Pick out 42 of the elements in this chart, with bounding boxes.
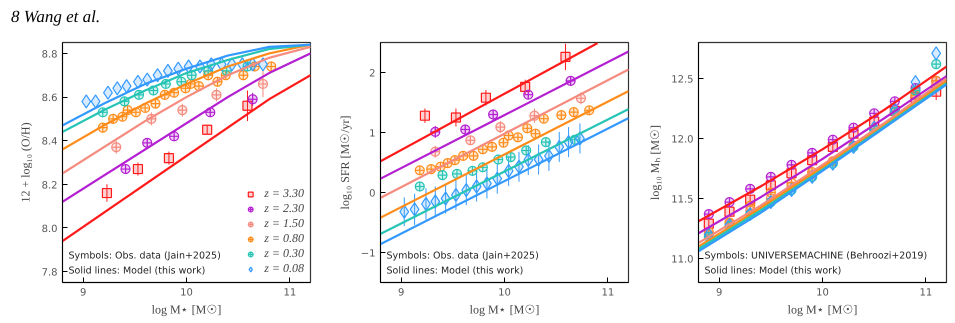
x-axis-title: log M⋆ [M☉]	[788, 302, 858, 316]
y-tick-label: 11.0	[671, 254, 694, 266]
legend-label: z = 0.80	[264, 231, 304, 246]
x-tick-label: 9	[398, 288, 404, 298]
y-tick-label: 8.0	[42, 224, 58, 235]
x-tick-label: 11	[919, 288, 932, 298]
x-tick-label: 10	[816, 288, 829, 298]
annotation: Symbols: Obs. data (Jain+2025)	[68, 250, 221, 262]
y-tick-label: 8.4	[42, 136, 58, 148]
x-tick-label: 11	[601, 288, 614, 298]
y-tick-label: 12.0	[671, 134, 694, 146]
x-axis-title: log M⋆ [M☉]	[470, 302, 540, 316]
legend-label: z = 3.30	[264, 186, 304, 201]
y-axis-title: log₁₀ SFR [M☉/yr]	[338, 115, 352, 210]
y-tick-label: 8.8	[42, 49, 58, 60]
legend-label: z = 0.30	[264, 246, 304, 261]
annotation: Symbols: Obs. data (Jain+2025)	[386, 250, 539, 262]
legend-label: z = 2.30	[264, 201, 304, 216]
y-tick-label: −1	[360, 248, 376, 260]
y-tick-label: 7.8	[42, 268, 58, 279]
annotation: Solid lines: Model (this work)	[704, 266, 842, 276]
y-axis-title: log₁₀ Mₕ [M☉]	[648, 124, 662, 200]
y-tick-label: 1	[369, 128, 376, 140]
x-tick-label: 9	[716, 288, 722, 298]
y-tick-label: 11.5	[671, 194, 694, 206]
y-tick-label: 2	[369, 68, 376, 80]
annotation: Solid lines: Model (this work)	[386, 266, 524, 276]
chart-title: 8 Wang et al.	[11, 6, 100, 28]
legend-label: z = 0.08	[264, 261, 304, 276]
x-tick-label: 10	[180, 288, 193, 298]
x-axis-title: log M⋆ [M☉]	[152, 302, 222, 316]
y-tick-label: 12.5	[671, 74, 694, 86]
x-tick-label: 9	[80, 288, 86, 298]
x-tick-label: 11	[283, 288, 296, 298]
legend-label: z = 1.50	[264, 216, 304, 231]
y-axis-title: 12 + log₁₀ (O/H)	[18, 122, 33, 203]
y-tick-label: 8.2	[42, 180, 58, 192]
x-tick-label: 10	[498, 288, 511, 298]
annotation: Symbols: UNIVERSEMACHINE (Behroozi+2019)	[704, 250, 928, 262]
annotation: Solid lines: Model (this work)	[68, 266, 206, 276]
y-tick-label: 0	[369, 188, 376, 200]
y-tick-label: 8.6	[42, 93, 58, 104]
